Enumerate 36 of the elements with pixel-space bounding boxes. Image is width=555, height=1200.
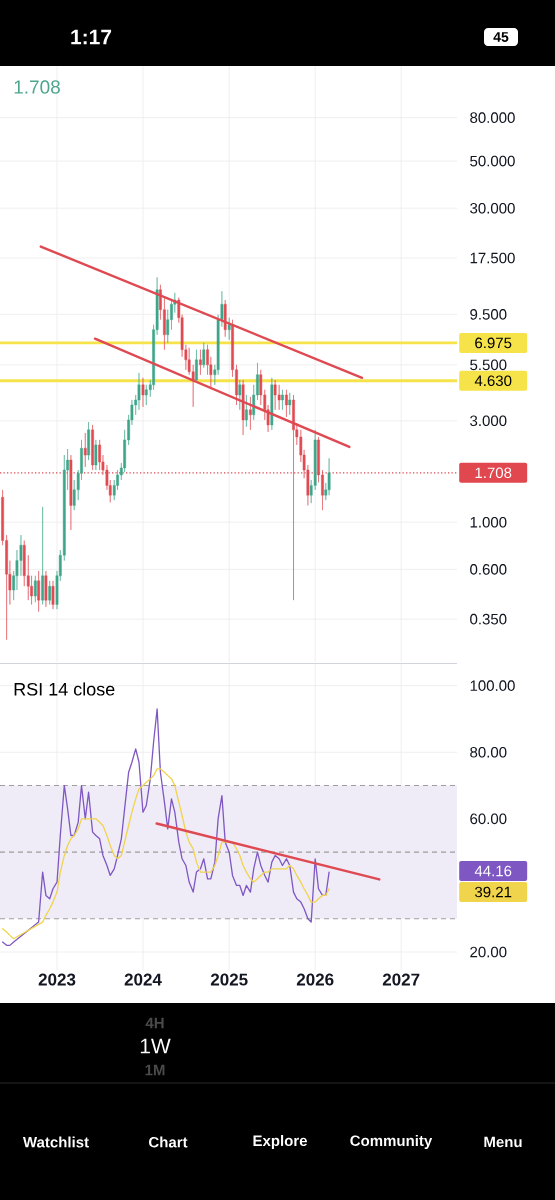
y-tick-label: 3.000 [470, 415, 507, 427]
y-tick-label: 9.500 [470, 309, 507, 320]
x-tick-label: 2026 [296, 973, 334, 986]
x-tick-label: 2027 [382, 973, 420, 986]
text: Chart [149, 1136, 188, 1148]
text: 45 [493, 32, 509, 42]
text: 1:17 [71, 29, 112, 45]
text: Watchlist [22, 1136, 89, 1148]
x-tick-label: 2023 [38, 973, 76, 986]
ref-line-label: 1.708 [475, 467, 512, 479]
y-tick-label: 17.500 [470, 252, 515, 264]
text: 44.16 [474, 865, 512, 877]
y-tick-label: 0.600 [470, 564, 507, 575]
text: Community [350, 1135, 433, 1149]
y-tick-label: 60.00 [470, 813, 507, 825]
y-tick-label: 5.500 [470, 359, 507, 371]
y-tick-label: 1.000 [470, 516, 507, 528]
text: 39.21 [475, 886, 512, 898]
text: RSI 14 close [14, 682, 115, 696]
x-tick-label: 2025 [210, 973, 248, 986]
text: 4H [145, 1017, 164, 1029]
y-tick-label: 0.350 [470, 613, 507, 625]
x-tick-label: 2024 [124, 973, 162, 986]
y-tick-label: 20.00 [470, 946, 507, 958]
text: Explore [253, 1135, 307, 1149]
ref-line-label: 4.630 [474, 375, 512, 387]
y-tick-label: 100.00 [470, 680, 515, 691]
y-tick-label: 80.00 [470, 746, 507, 758]
annotation: 1.708 [14, 80, 60, 94]
text: Menu [484, 1136, 522, 1148]
y-tick-label: 30.000 [470, 202, 515, 214]
ref-line-label: 6.975 [475, 337, 512, 349]
y-tick-label: 50.000 [470, 155, 515, 167]
y-tick-label: 80.000 [470, 112, 515, 123]
text: 1M [145, 1064, 165, 1076]
text: 1W [140, 1038, 171, 1054]
